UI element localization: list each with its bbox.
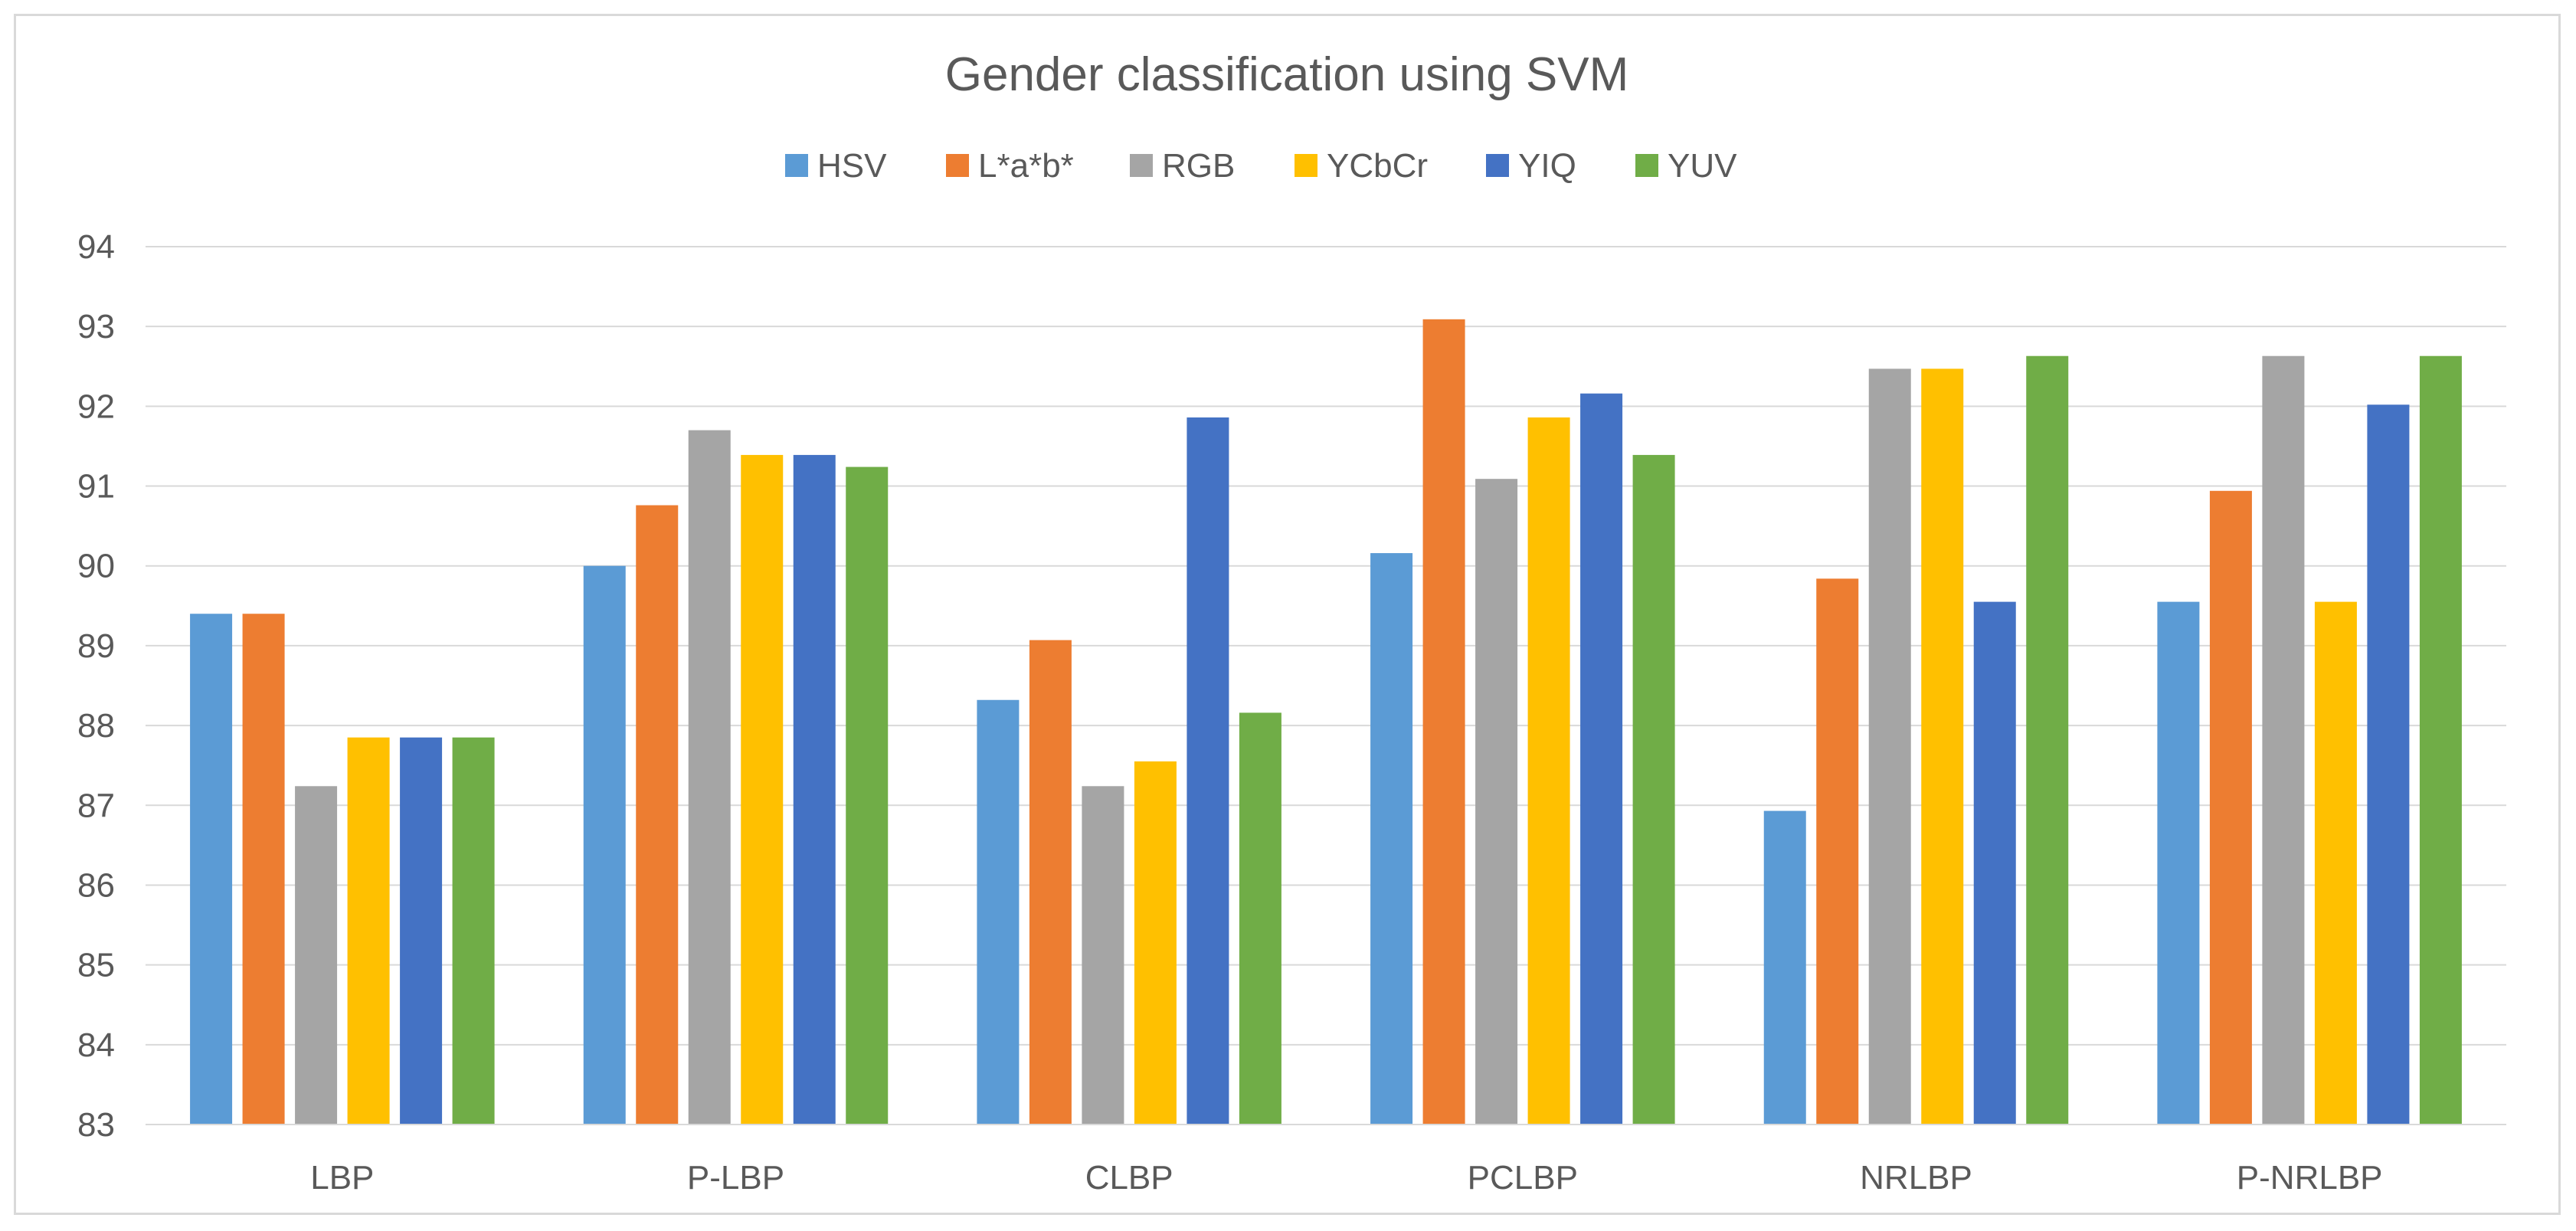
legend-label: L*a*b* [978, 147, 1074, 185]
bar-p-lbp-hsv [583, 565, 626, 1125]
legend-label: HSV [817, 147, 887, 185]
bar-p-nrlbp-yuv [2419, 355, 2462, 1125]
y-axis: 83 84 85 86 87 88 89 90 91 92 93 94 [77, 228, 115, 1144]
bar-clbp-lab [1029, 640, 1072, 1125]
y-tick-label: 83 [77, 1106, 115, 1144]
bar-lbp-rgb [295, 786, 338, 1125]
x-tick-label: P-LBP [687, 1159, 784, 1197]
bar-p-lbp-rgb [688, 430, 731, 1125]
legend-swatch-hsv [785, 154, 808, 177]
bar-pclbp-yuv [1632, 454, 1675, 1125]
y-tick-label: 89 [77, 627, 115, 665]
bar-clbp-ycbcr [1134, 761, 1177, 1125]
bar-lbp-yiq [400, 737, 443, 1125]
legend: HSV L*a*b* RGB YCbCr YIQ YUV [785, 147, 1737, 185]
bar-p-nrlbp-ycbcr [2314, 601, 2357, 1125]
legend-label: RGB [1162, 147, 1235, 185]
bar-lbp-hsv [190, 614, 233, 1125]
x-tick-label: PCLBP [1468, 1159, 1578, 1197]
bar-nrlbp-ycbcr [1921, 368, 1964, 1125]
y-tick-label: 93 [77, 308, 115, 345]
bar-pclbp-rgb [1475, 479, 1518, 1125]
gridlines [146, 246, 2506, 1125]
chart-title: Gender classification using SVM [945, 48, 1629, 101]
y-tick-label: 91 [77, 468, 115, 506]
bar-clbp-hsv [977, 699, 1020, 1125]
bar-nrlbp-yuv [2026, 355, 2069, 1125]
bar-p-nrlbp-hsv [2157, 601, 2200, 1125]
bar-pclbp-lab [1422, 319, 1465, 1125]
bar-pclbp-ycbcr [1527, 417, 1570, 1125]
x-tick-label: NRLBP [1860, 1159, 1972, 1197]
bar-lbp-ycbcr [347, 737, 390, 1125]
bar-nrlbp-hsv [1763, 810, 1806, 1125]
legend-swatch-rgb [1130, 154, 1153, 177]
bar-p-nrlbp-rgb [2262, 355, 2305, 1125]
bar-pclbp-yiq [1580, 393, 1623, 1125]
y-tick-label: 84 [77, 1026, 115, 1064]
bar-nrlbp-yiq [1973, 601, 2016, 1125]
bar-clbp-yuv [1239, 712, 1281, 1125]
bar-pclbp-hsv [1370, 553, 1413, 1125]
legend-swatch-yuv [1635, 154, 1658, 177]
bar-p-lbp-yiq [793, 454, 836, 1125]
bars [190, 319, 2462, 1125]
x-tick-label: P-NRLBP [2237, 1159, 2383, 1197]
bar-nrlbp-rgb [1868, 368, 1911, 1125]
bar-clbp-yiq [1187, 417, 1229, 1125]
legend-label: YUV [1668, 147, 1737, 185]
bar-p-lbp-ycbcr [741, 454, 784, 1125]
legend-swatch-lab [946, 154, 969, 177]
bar-nrlbp-lab [1816, 578, 1859, 1125]
legend-swatch-ycbcr [1295, 154, 1317, 177]
y-tick-label: 87 [77, 787, 115, 824]
y-tick-label: 86 [77, 866, 115, 904]
legend-label: YIQ [1518, 147, 1576, 185]
bar-lbp-yuv [452, 737, 495, 1125]
y-tick-label: 90 [77, 548, 115, 585]
y-tick-label: 92 [77, 388, 115, 425]
bar-p-nrlbp-lab [2209, 490, 2252, 1125]
x-axis: LBP P-LBP CLBP PCLBP NRLBP P-NRLBP [146, 1124, 2506, 1197]
bar-p-nrlbp-yiq [2367, 404, 2410, 1125]
y-tick-label: 85 [77, 947, 115, 984]
y-tick-label: 88 [77, 707, 115, 745]
legend-swatch-yiq [1486, 154, 1509, 177]
bar-lbp-lab [242, 614, 285, 1125]
bar-p-lbp-lab [636, 505, 679, 1125]
legend-label: YCbCr [1327, 147, 1428, 185]
x-tick-label: CLBP [1085, 1159, 1173, 1197]
bar-clbp-rgb [1082, 786, 1124, 1125]
x-tick-label: LBP [310, 1159, 374, 1197]
y-tick-label: 94 [77, 228, 115, 266]
bar-p-lbp-yuv [846, 467, 889, 1125]
